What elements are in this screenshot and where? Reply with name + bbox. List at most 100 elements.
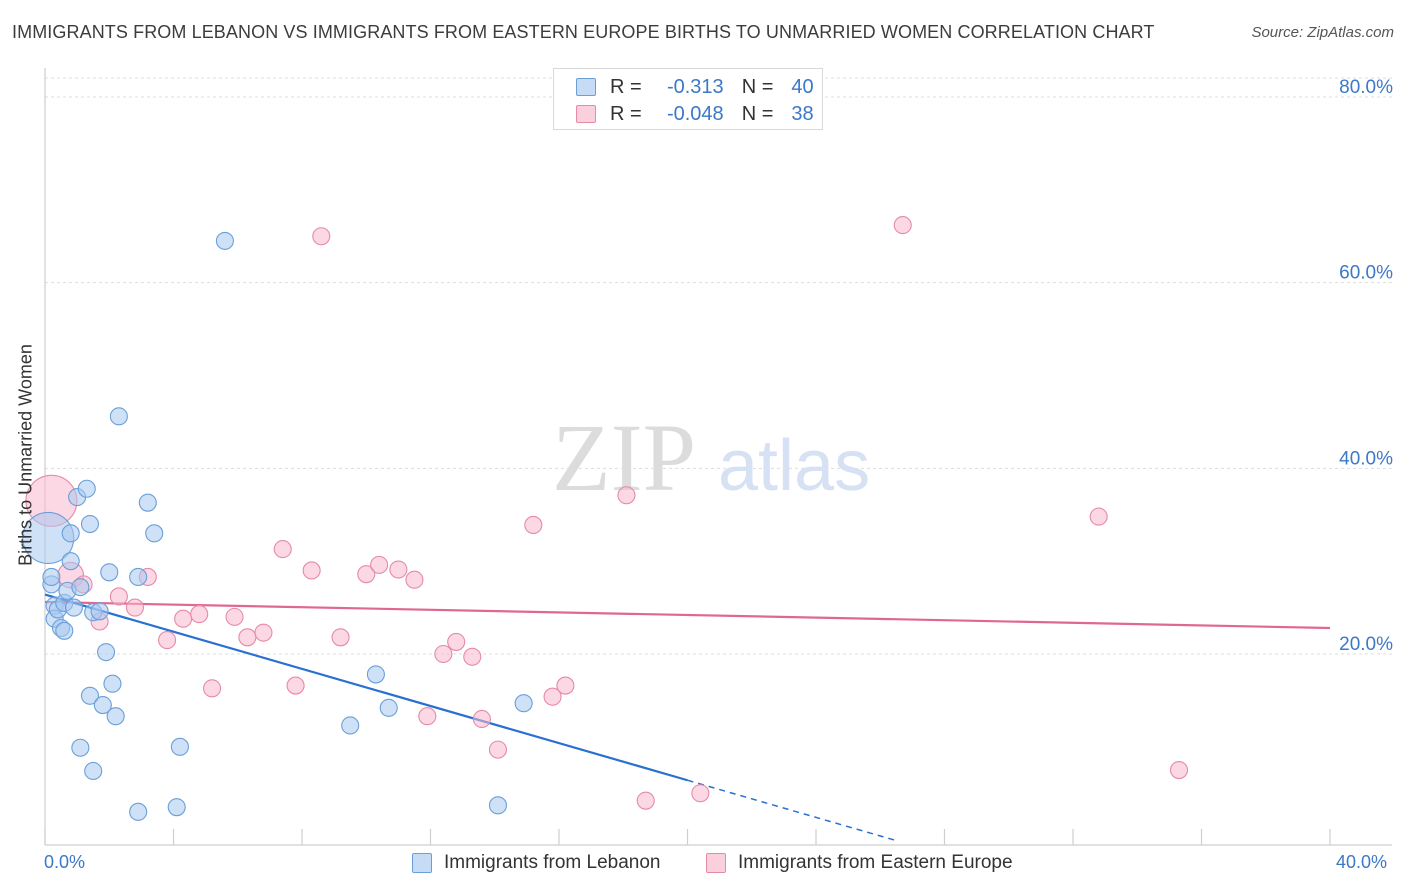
- chart-title: IMMIGRANTS FROM LEBANON VS IMMIGRANTS FR…: [12, 22, 1155, 42]
- point-eastern-europe: [203, 679, 222, 698]
- point-eastern-europe: [434, 644, 453, 664]
- legend-item-lebanon: Immigrants from Lebanon: [412, 852, 661, 874]
- r-label: R =: [610, 102, 642, 125]
- point-lebanon: [145, 524, 164, 543]
- point-lebanon: [100, 563, 119, 582]
- point-eastern-europe: [273, 540, 292, 559]
- point-eastern-europe: [174, 609, 193, 628]
- point-lebanon: [84, 761, 103, 781]
- stats-legend: R = -0.313 N = 40 R = -0.048 N = 38: [553, 68, 823, 130]
- point-eastern-europe: [1169, 760, 1189, 780]
- stats-legend-row-lebanon: R = -0.313 N = 40: [576, 76, 814, 98]
- point-eastern-europe: [524, 515, 543, 535]
- point-eastern-europe: [302, 561, 321, 580]
- point-lebanon: [61, 552, 80, 571]
- y-tick-labels: 20.0% 40.0% 60.0% 80.0%: [1339, 77, 1393, 655]
- x-tick-label-min: 0.0%: [44, 852, 86, 872]
- n-value: 38: [791, 102, 814, 125]
- point-lebanon: [170, 737, 189, 756]
- point-lebanon: [71, 738, 90, 757]
- n-label: N =: [741, 102, 774, 125]
- point-eastern-europe: [238, 628, 257, 647]
- point-eastern-europe: [472, 709, 491, 729]
- point-lebanon: [93, 696, 112, 715]
- points-layer: [22, 216, 1189, 821]
- point-lebanon: [77, 479, 96, 498]
- point-eastern-europe: [447, 632, 466, 651]
- point-eastern-europe: [158, 631, 177, 650]
- y-tick-label: 40.0%: [1339, 448, 1393, 469]
- axis-layer: [44, 68, 1392, 846]
- point-eastern-europe: [312, 227, 331, 246]
- x-tick-label-max: 40.0%: [1336, 852, 1388, 872]
- watermark: ZIP atlas: [552, 404, 870, 511]
- r-value: -0.048: [666, 102, 724, 125]
- n-label: N =: [741, 75, 774, 98]
- point-lebanon: [129, 802, 148, 821]
- trend-line-lebanon-extension: [687, 779, 897, 842]
- n-value: 40: [791, 75, 814, 98]
- point-eastern-europe: [1089, 507, 1108, 526]
- point-eastern-europe: [636, 791, 655, 810]
- r-value: -0.313: [666, 75, 724, 98]
- y-tick-label: 80.0%: [1339, 77, 1393, 98]
- point-eastern-europe: [225, 607, 244, 626]
- point-eastern-europe: [125, 598, 144, 617]
- watermark-atlas: atlas: [718, 426, 870, 506]
- point-eastern-europe: [109, 587, 128, 606]
- point-eastern-europe: [556, 676, 575, 695]
- point-lebanon: [514, 694, 533, 713]
- point-lebanon: [64, 598, 83, 617]
- trend-line-eastern-europe: [44, 600, 1331, 630]
- point-lebanon: [379, 698, 398, 717]
- legend-swatch-lebanon-icon: [412, 853, 432, 873]
- point-lebanon: [71, 578, 90, 597]
- point-lebanon: [109, 407, 128, 426]
- y-tick-label: 20.0%: [1339, 634, 1393, 655]
- point-eastern-europe: [488, 740, 508, 759]
- r-label: R =: [610, 75, 642, 98]
- point-eastern-europe: [370, 555, 389, 574]
- point-lebanon: [129, 567, 148, 586]
- point-lebanon: [96, 643, 116, 662]
- point-eastern-europe: [893, 216, 912, 235]
- y-axis-label: Births to Unmarried Women: [15, 344, 36, 566]
- point-lebanon: [55, 621, 74, 640]
- point-eastern-europe: [331, 628, 350, 647]
- point-eastern-europe: [691, 784, 710, 803]
- point-lebanon: [80, 514, 100, 534]
- point-lebanon: [341, 716, 360, 735]
- point-lebanon: [488, 796, 508, 815]
- point-eastern-europe: [463, 647, 482, 666]
- legend-label-eastern-europe: Immigrants from Eastern Europe: [738, 852, 1013, 873]
- point-eastern-europe: [405, 570, 424, 589]
- point-lebanon: [90, 602, 109, 621]
- swatch-lebanon-icon: [576, 78, 596, 96]
- point-lebanon: [366, 665, 385, 684]
- point-lebanon: [215, 231, 234, 250]
- legend-label-lebanon: Immigrants from Lebanon: [444, 852, 661, 873]
- legend-swatch-eastern-europe-icon: [706, 853, 726, 873]
- point-lebanon: [61, 524, 80, 543]
- grid-layer: [45, 77, 1392, 655]
- trend-line-lebanon: [44, 593, 688, 782]
- point-eastern-europe: [357, 565, 376, 584]
- stats-legend-row-eastern-europe: R = -0.048 N = 38: [576, 103, 814, 125]
- y-tick-label: 60.0%: [1339, 263, 1393, 284]
- swatch-eastern-europe-icon: [576, 105, 596, 123]
- point-eastern-europe: [254, 623, 273, 642]
- point-eastern-europe: [389, 560, 408, 579]
- point-eastern-europe: [190, 605, 209, 624]
- point-lebanon: [42, 567, 61, 586]
- trend-layer: [44, 593, 1331, 842]
- point-lebanon: [106, 707, 125, 726]
- source-credit: Source: ZipAtlas.com: [1251, 24, 1394, 41]
- point-lebanon: [80, 686, 100, 705]
- point-eastern-europe: [286, 676, 305, 695]
- point-lebanon: [167, 798, 186, 817]
- point-lebanon: [138, 493, 157, 512]
- point-eastern-europe: [617, 486, 636, 505]
- point-eastern-europe: [543, 687, 562, 706]
- point-eastern-europe: [418, 707, 437, 726]
